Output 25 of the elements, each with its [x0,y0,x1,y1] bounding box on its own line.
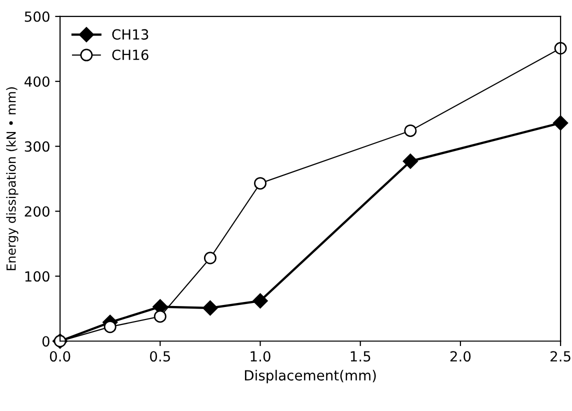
point [252,293,268,308]
x-tick-label: 0.5 [150,351,170,362]
x-tick-label: 0.0 [50,351,70,362]
y-tick-label: 0 [42,336,50,347]
x-tick-label: 2.5 [550,351,570,362]
point [202,300,218,316]
x-tick-label: 2.0 [450,351,471,362]
y-axis-title: Energy dissipation (kN • mm) [6,87,18,270]
point [402,154,418,169]
point [554,42,567,55]
legend-label: CH13 [112,29,148,40]
y-tick-label: 400 [24,76,50,87]
y-tick-label: 100 [25,271,50,282]
point [104,320,116,334]
y-tick-label: 300 [24,141,50,152]
y-tick-label: 500 [24,11,50,22]
point [404,124,417,137]
point [154,310,166,323]
x-tick-label: 1.5 [350,351,370,362]
point [254,177,267,190]
y-tick-label: 200 [24,206,50,217]
x-tick-label: 1.0 [250,351,270,362]
point [204,252,216,264]
x-axis-title: Displacement(mm) [244,370,376,384]
legend-label: CH16 [112,50,148,60]
